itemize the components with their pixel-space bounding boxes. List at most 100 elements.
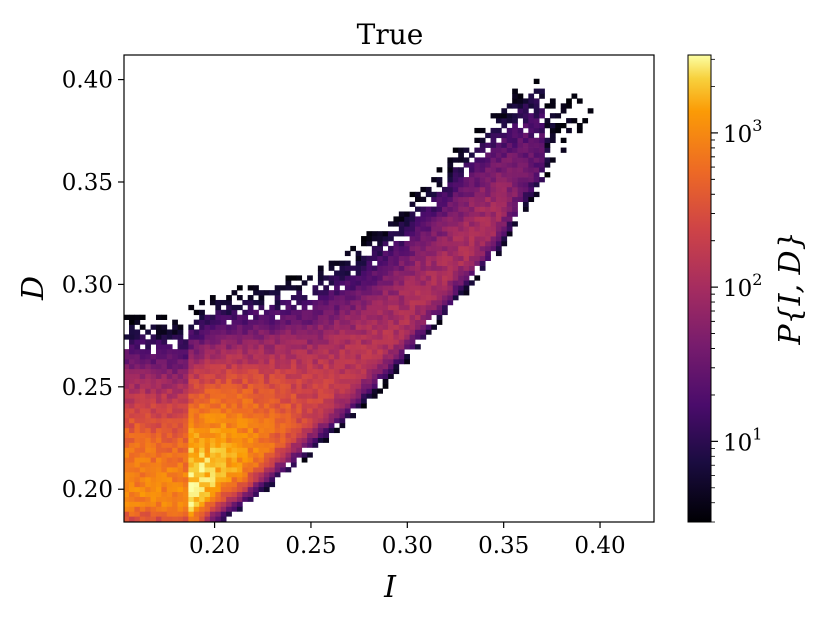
- heatmap-cell: [328, 403, 335, 409]
- heatmap-cell: [501, 137, 508, 144]
- heatmap-cell: [425, 295, 432, 301]
- heatmap-cell: [522, 201, 529, 207]
- heatmap-cell: [258, 417, 265, 424]
- heatmap-cell: [479, 250, 486, 257]
- heatmap-cell: [182, 354, 189, 360]
- heatmap-cell: [312, 319, 319, 325]
- heatmap-cell: [522, 137, 529, 144]
- heatmap-cell: [398, 329, 405, 335]
- heatmap-cell: [431, 231, 437, 237]
- heatmap-cell: [312, 388, 319, 394]
- heatmap-cell: [344, 378, 351, 384]
- heatmap-cell: [495, 157, 502, 163]
- heatmap-cell: [161, 432, 168, 438]
- heatmap-cell: [226, 422, 232, 429]
- heatmap-cell: [242, 472, 249, 478]
- heatmap-cell: [172, 472, 178, 478]
- heatmap-cell: [285, 408, 292, 414]
- heatmap-cell: [209, 462, 216, 468]
- heatmap-cell: [501, 240, 508, 247]
- heatmap-cell: [188, 304, 195, 311]
- heatmap-cell: [290, 447, 297, 453]
- heatmap-cell: [280, 324, 286, 330]
- heatmap-cell: [388, 295, 394, 301]
- heatmap-cell: [479, 260, 486, 266]
- heatmap-cell: [339, 393, 346, 399]
- heatmap-cell: [182, 462, 189, 468]
- heatmap-cell: [425, 275, 432, 281]
- heatmap-cell: [161, 334, 168, 340]
- heatmap-cell: [301, 319, 308, 325]
- heatmap-cell: [447, 260, 454, 266]
- heatmap-cell: [269, 290, 276, 296]
- heatmap-cell: [124, 467, 130, 473]
- heatmap-cell: [415, 226, 421, 232]
- heatmap-cell: [204, 496, 211, 502]
- heatmap-cell: [274, 285, 281, 291]
- heatmap-cell: [209, 368, 216, 375]
- heatmap-cell: [274, 432, 281, 438]
- heatmap-cell: [269, 368, 276, 375]
- heatmap-cell: [533, 177, 540, 183]
- heatmap-cell: [209, 496, 216, 502]
- heatmap-cell: [474, 240, 481, 247]
- heatmap-cell: [371, 393, 378, 399]
- heatmap-cell: [280, 442, 286, 448]
- heatmap-cell: [139, 506, 146, 512]
- heatmap-cell: [533, 103, 540, 109]
- heatmap-cell: [247, 417, 254, 424]
- heatmap-cell: [393, 285, 400, 291]
- heatmap-cell: [323, 324, 330, 330]
- heatmap-cell: [209, 491, 216, 497]
- heatmap-cell: [129, 314, 135, 320]
- heatmap-cell: [155, 501, 162, 507]
- heatmap-cell: [134, 447, 141, 453]
- heatmap-cell: [382, 368, 389, 375]
- heatmap-cell: [452, 231, 459, 237]
- heatmap-cell: [404, 240, 410, 247]
- heatmap-cell: [134, 349, 141, 355]
- heatmap-cell: [388, 319, 394, 325]
- heatmap-cell: [533, 88, 540, 94]
- heatmap-cell: [576, 127, 583, 134]
- heatmap-cell: [312, 324, 319, 330]
- heatmap-cell: [382, 344, 389, 350]
- heatmap-cell: [204, 511, 211, 517]
- heatmap-cell: [382, 324, 389, 330]
- heatmap-cell: [301, 422, 308, 429]
- heatmap-cell: [226, 295, 232, 301]
- heatmap-cell: [361, 265, 367, 271]
- heatmap-cell: [263, 457, 270, 463]
- heatmap-cell: [328, 319, 335, 325]
- heatmap-cell: [452, 211, 459, 217]
- heatmap-cell: [290, 393, 297, 399]
- heatmap-cell: [177, 491, 184, 497]
- heatmap-cell: [533, 127, 540, 134]
- heatmap-cell: [166, 393, 173, 399]
- heatmap-cell: [490, 236, 497, 242]
- heatmap-cell: [307, 388, 313, 394]
- heatmap-cell: [220, 334, 227, 340]
- heatmap-cell: [226, 383, 232, 389]
- heatmap-cell: [522, 167, 529, 173]
- heatmap-cell: [404, 309, 410, 316]
- heatmap-cell: [274, 349, 281, 355]
- heatmap-cell: [361, 270, 367, 276]
- heatmap-cell: [458, 285, 464, 291]
- heatmap-cell: [339, 265, 346, 271]
- heatmap-cell: [442, 196, 448, 203]
- heatmap-cell: [247, 373, 254, 379]
- heatmap-cell: [501, 177, 508, 183]
- heatmap-cell: [215, 319, 222, 325]
- heatmap-cell: [236, 388, 243, 394]
- heatmap-cell: [431, 206, 437, 212]
- heatmap-cell: [366, 275, 373, 281]
- heatmap-cell: [220, 417, 227, 424]
- heatmap-cell: [388, 245, 394, 252]
- heatmap-cell: [420, 299, 427, 306]
- heatmap-cell: [436, 177, 443, 183]
- heatmap-cell: [199, 476, 205, 483]
- heatmap-cell: [258, 447, 265, 453]
- heatmap-cell: [344, 260, 351, 266]
- heatmap-cell: [199, 516, 205, 522]
